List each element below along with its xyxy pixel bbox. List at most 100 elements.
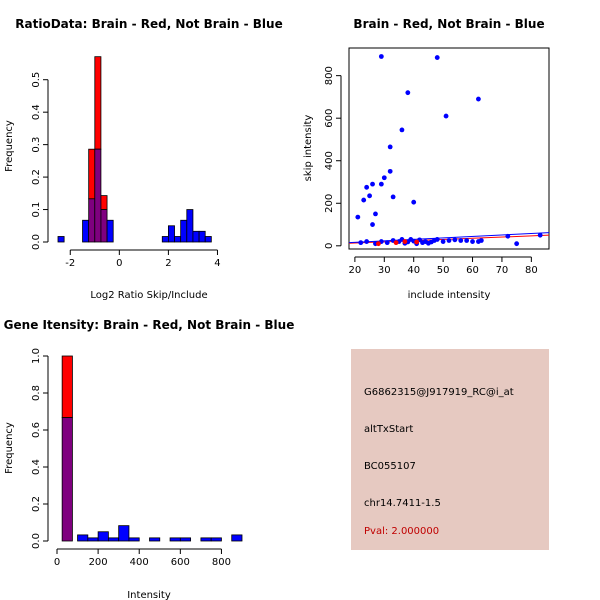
y-tick-label: 0.3 [31, 137, 42, 153]
intensity-histogram: Gene Itensity: Brain - Red, Not Brain - … [4, 318, 295, 600]
ratio-y-axis-label: Frequency [4, 120, 15, 172]
y-tick-label: 0.0 [31, 533, 42, 549]
blue-point [411, 199, 417, 205]
probe-id: G6862315@J917919_RC@i_at [364, 387, 514, 398]
not-brain-bar [118, 525, 130, 542]
blue-point [458, 238, 464, 243]
y-tick-label: 0.6 [31, 422, 42, 438]
not-brain-bar [186, 209, 194, 243]
brain-bar [100, 195, 108, 210]
intensity-scatter: Brain - Red, Not Brain - Blue include in… [303, 17, 550, 301]
not-brain-bar [106, 219, 114, 243]
accession-id: BC055107 [364, 461, 416, 472]
blue-point [364, 239, 370, 244]
x-tick-label: 20 [349, 265, 362, 276]
intensity-y-axis-label: Frequency [4, 422, 15, 474]
y-tick-label: 0.4 [31, 104, 42, 120]
not-brain-bar [167, 225, 175, 243]
x-tick-label: -2 [65, 258, 75, 269]
red-point [414, 239, 420, 245]
blue-point [478, 238, 484, 243]
blue-point [434, 237, 440, 242]
p-value: Pval: 2.000000 [364, 526, 440, 537]
not-brain-bar [231, 534, 243, 542]
blue-point [505, 233, 511, 239]
x-tick-label: 600 [171, 557, 190, 568]
blue-point [440, 239, 446, 244]
brain-bar [61, 355, 73, 419]
scatter-x-axis-label: include intensity [408, 290, 491, 301]
x-tick-label: 200 [89, 557, 108, 568]
blue-point [434, 55, 440, 60]
blue-point [367, 193, 372, 199]
blue-point [373, 211, 378, 217]
y-tick-label: 0.8 [31, 385, 42, 401]
blue-point [358, 240, 364, 246]
overlap-bar [94, 148, 102, 243]
not-brain-bar [97, 531, 109, 542]
blue-point [387, 144, 393, 150]
x-tick-label: 80 [525, 265, 538, 276]
ratio-histogram: RatioData: Brain - Red, Not Brain - Blue… [4, 17, 283, 301]
x-tick-label: 0 [116, 258, 122, 269]
overlap-bar [61, 417, 73, 542]
not-brain-bar [169, 537, 181, 542]
y-tick-label: 0.0 [31, 234, 42, 250]
y-tick-label: 0.2 [31, 496, 42, 512]
blue-point [381, 175, 387, 181]
blue-point [355, 214, 361, 220]
y-tick-label: 0.1 [31, 202, 42, 218]
blue-point [405, 90, 411, 96]
blue-point [361, 197, 367, 203]
blue-point [399, 127, 405, 133]
overlap-bar [100, 209, 108, 243]
blue-point [446, 238, 452, 243]
blue-point [537, 232, 543, 238]
intensity-x-axis-label: Intensity [127, 590, 171, 600]
blue-point [390, 194, 396, 200]
x-tick-label: 70 [496, 265, 509, 276]
not-brain-bar [161, 236, 169, 243]
scatter-chart-title: Brain - Red, Not Brain - Blue [353, 17, 544, 31]
blue-point [443, 113, 449, 119]
blue-point [464, 238, 470, 243]
y-tick-label: 800 [324, 66, 335, 85]
not-brain-bar [198, 230, 206, 243]
y-tick-label: 0.4 [31, 459, 42, 475]
blue-point [364, 184, 370, 190]
blue-point [370, 222, 375, 227]
blue-point [384, 240, 390, 246]
ratio-chart-title: RatioData: Brain - Red, Not Brain - Blue [15, 17, 282, 31]
not-brain-bar [179, 537, 192, 542]
blue-point [514, 241, 520, 247]
not-brain-bar [57, 236, 65, 243]
red-point [393, 240, 399, 246]
x-tick-label: 4 [214, 258, 220, 269]
blue-point [378, 181, 384, 187]
blue-point [452, 237, 458, 243]
not-brain-bar [192, 230, 200, 243]
not-brain-bar [174, 236, 182, 243]
y-tick-label: 400 [324, 151, 335, 170]
x-tick-label: 50 [437, 265, 450, 276]
scatter-plot-box [348, 47, 550, 250]
not-brain-bar [204, 236, 212, 243]
not-brain-bar [200, 537, 212, 542]
not-brain-bar [77, 534, 89, 542]
brain-bar [94, 56, 102, 150]
not-brain-bar [87, 537, 99, 542]
y-tick-label: 200 [324, 194, 335, 213]
gene-info-panel: G6862315@J917919_RC@i_at altTxStart BC05… [351, 349, 549, 550]
genomic-location: chr14.7411-1.5 [364, 498, 441, 509]
y-tick-label: 0.5 [31, 72, 42, 88]
event-type: altTxStart [364, 424, 414, 435]
blue-point [476, 96, 481, 102]
ratio-x-axis-label: Log2 Ratio Skip/Include [90, 290, 207, 301]
x-tick-label: 800 [212, 557, 231, 568]
blue-point [370, 181, 375, 187]
overlap-bar [88, 198, 96, 243]
x-tick-label: 0 [54, 557, 60, 568]
not-brain-bar [149, 537, 161, 542]
x-tick-label: 40 [407, 265, 420, 276]
